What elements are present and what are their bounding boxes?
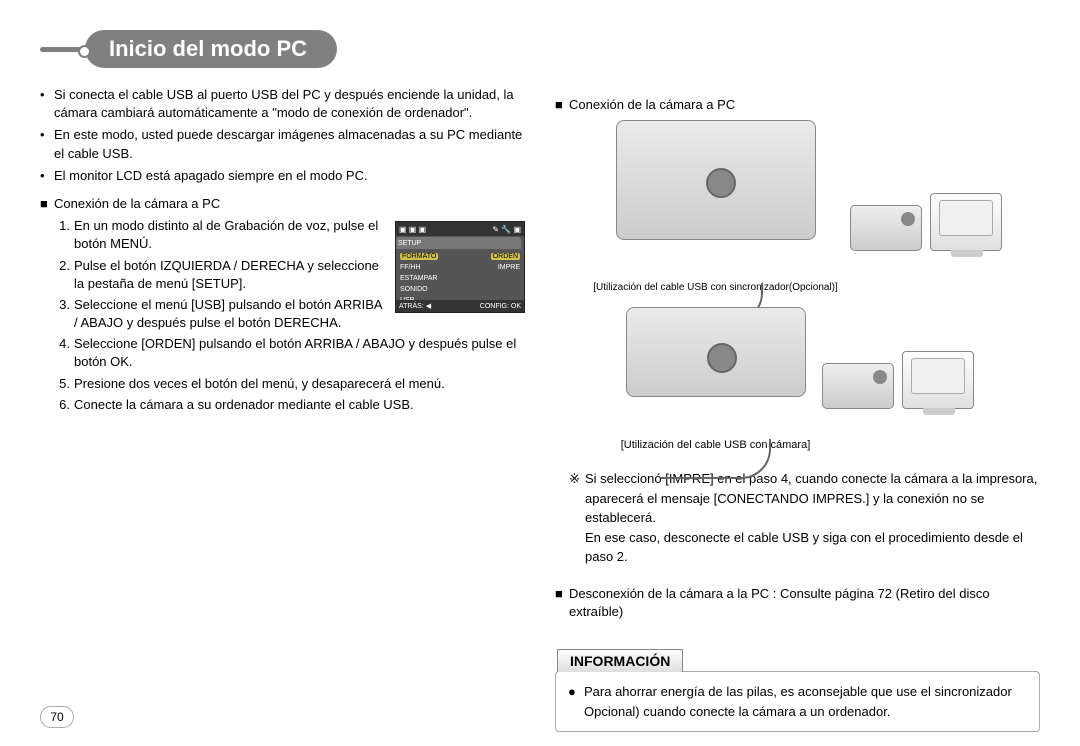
page-number: 70 — [40, 706, 74, 728]
step-item: 5.Presione dos veces el botón del menú, … — [54, 375, 525, 393]
lcd-tab: SETUP — [396, 237, 521, 249]
title-line-decoration — [40, 47, 85, 52]
step-item: 2.Pulse el botón IZQUIERDA / DERECHA y s… — [54, 257, 385, 293]
page-title: Inicio del modo PC — [85, 30, 337, 68]
step-item: 4.Seleccione [ORDEN] pulsando el botón A… — [54, 335, 525, 371]
info-box: ●Para ahorrar energía de las pilas, es a… — [555, 671, 1040, 732]
monitor-illustration — [930, 193, 1002, 251]
camera-illustration — [850, 205, 922, 251]
lcd-menu-item: FF/HH — [400, 264, 421, 271]
title-bar: Inicio del modo PC — [40, 30, 1040, 68]
section-heading: ■Conexión de la cámara a PC — [555, 96, 1040, 114]
camera-cradle-illustration — [616, 120, 816, 240]
bullet-text: Si conecta el cable USB al puerto USB de… — [54, 86, 525, 122]
steps-with-lcd: 1.En un modo distinto al de Grabación de… — [40, 217, 525, 335]
bullet-text: El monitor LCD está apagado siempre en e… — [54, 167, 368, 185]
info-text: Para ahorrar energía de las pilas, es ac… — [584, 682, 1027, 721]
lcd-menu-item: SONIDO — [400, 286, 428, 293]
lcd-illustration: ▣ ▣ ▣✎ 🔧 ▣ SETUP FORMATOORDEN FF/HHIMPRE… — [395, 221, 525, 313]
lcd-menu-value: ORDEN — [491, 253, 520, 260]
step-text: Conecte la cámara a su ordenador mediant… — [74, 396, 525, 414]
note-text: Si seleccionó [IMPRE] en el paso 4, cuan… — [585, 469, 1040, 528]
step-text: Pulse el botón IZQUIERDA / DERECHA y sel… — [74, 257, 385, 293]
lcd-menu-item: FORMATO — [400, 253, 438, 260]
step-item: 1.En un modo distinto al de Grabación de… — [54, 217, 385, 253]
note-text: En ese caso, desconecte el cable USB y s… — [585, 528, 1040, 567]
camera-illustration — [822, 363, 894, 409]
bullet-item: •En este modo, usted puede descargar imá… — [40, 126, 525, 162]
section-heading: ■Desconexión de la cámara a la PC : Cons… — [555, 585, 1040, 621]
bullet-item: •Si conecta el cable USB al puerto USB d… — [40, 86, 525, 122]
step-item: 6.Conecte la cámara a su ordenador media… — [54, 396, 525, 414]
step-item: 3.Seleccione el menú [USB] pulsando el b… — [54, 296, 385, 332]
section-text: Conexión de la cámara a PC — [569, 96, 735, 114]
left-column: •Si conecta el cable USB al puerto USB d… — [40, 86, 525, 732]
step-text: Seleccione [ORDEN] pulsando el botón ARR… — [74, 335, 525, 371]
usb-cable-illustration — [661, 439, 771, 479]
lcd-ok-label: CONFIG: OK — [480, 303, 521, 310]
section-text: Desconexión de la cámara a la PC : Consu… — [569, 585, 1040, 621]
bullet-text: En este modo, usted puede descargar imág… — [54, 126, 525, 162]
illustration-row-2: [Utilización del cable USB con cámara] — [555, 307, 1040, 451]
lcd-back-label: ATRÁS: ◀ — [399, 302, 431, 310]
section-text: Conexión de la cámara a PC — [54, 195, 220, 213]
step-text: Seleccione el menú [USB] pulsando el bot… — [74, 296, 385, 332]
note-symbol: ※ — [569, 469, 585, 528]
info-heading: INFORMACIÓN — [557, 649, 683, 672]
lcd-menu-value: IMPRE — [498, 264, 520, 271]
right-column: ■Conexión de la cámara a PC [Utilización… — [555, 86, 1040, 732]
section-heading: ■Conexión de la cámara a PC — [40, 195, 525, 213]
step-text: En un modo distinto al de Grabación de v… — [74, 217, 385, 253]
step-text: Presione dos veces el botón del menú, y … — [74, 375, 525, 393]
note-item: ※ Si seleccionó [IMPRE] en el paso 4, cu… — [569, 469, 1040, 528]
content-columns: •Si conecta el cable USB al puerto USB d… — [40, 86, 1040, 732]
lcd-menu-item: ESTAMPAR — [400, 275, 437, 282]
monitor-illustration — [902, 351, 974, 409]
illustration-row-1: [Utilización del cable USB con sincroniz… — [555, 120, 1040, 293]
bullet-item: •El monitor LCD está apagado siempre en … — [40, 167, 525, 185]
camera-back-illustration — [626, 307, 806, 397]
